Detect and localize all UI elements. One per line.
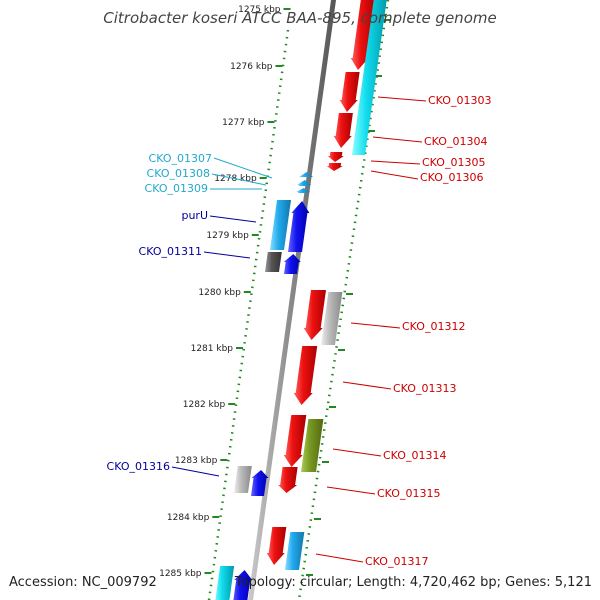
gene-arrow-cko-01316 [234,466,252,493]
accession-text: Accession: NC_009792 [9,575,157,590]
gene-arrow-cko-01308 [297,180,312,186]
gene-leader-line [342,381,392,390]
gene-label-cko_01308: CKO_01308 [147,167,210,180]
backbone-axis [248,0,336,600]
gene-leader-line [350,322,401,329]
gene-arrow-cko-01314 [283,415,307,467]
gene-label-cko_01315: CKO_01315 [377,487,440,500]
gene-arrow-cko-01313 [293,346,318,405]
gene-arrow-cko-01314b [301,419,324,472]
map-title: Citrobacter koseri ATCC BAA-895, complet… [103,9,496,27]
gene-arrow-cko-01316b [251,470,269,496]
kbp-tick-label: 1281 kbp [191,344,234,354]
gene-label-cko_01303: CKO_01303 [428,94,491,107]
gene-leader-line [370,170,419,180]
kbp-tick-label: 1280 kbp [198,288,241,298]
gene-leader-line [377,96,427,102]
gene-leader-line [209,215,257,223]
gene-label-cko_01312: CKO_01312 [402,320,465,333]
gene-arrow-cko-01304 [333,113,353,148]
gene-leader-line [372,136,423,143]
feature-group [215,0,387,600]
gene-arrow-cko-01303 [350,0,375,70]
gene-leader-line [171,466,220,477]
gene-leader-line [213,157,273,179]
gene-leader-line [332,448,382,457]
label-group: CKO_01307 CKO_01308 CKO_01309 purU CKO_01311… [107,94,492,568]
tick-guide-line [207,29,290,600]
kbp-tick-label: 1283 kbp [175,456,218,466]
summary-text: Topology: circular; Length: 4,720,462 bp… [234,575,592,590]
kbp-tick-label: 1282 kbp [183,400,226,410]
gene-arrow-cyan-bottom [215,566,235,600]
gene-arrow-cko-01317 [266,527,287,565]
gene-arrow-cko-01312 [303,290,326,340]
gene-arrow-cko-01311 [265,252,282,272]
gene-leader-line [211,173,267,186]
gene-arrow-cko-01309 [296,188,311,193]
feature-guide-line [297,0,390,600]
gene-arrow-cko-01311b [283,254,301,274]
gene-label-cko_01316: CKO_01316 [107,460,170,473]
kbp-tick-label: 1279 kbp [206,231,249,241]
gene-arrow-cko-01305 [327,152,344,162]
gene-arrow-cko-01303b [339,72,360,112]
kbp-tick-label: 1284 kbp [167,513,210,523]
gene-arrow-blue-bottom [233,570,253,600]
leader-group [171,96,427,563]
gene-label-cko_01313: CKO_01313 [393,382,456,395]
gene-label-cko_01304: CKO_01304 [424,135,487,148]
gene-label-cko_01305: CKO_01305 [422,156,485,169]
gene-label-cko_01311: CKO_01311 [139,245,202,258]
gene-arrow-cko-01307 [299,172,313,177]
gene-label-cko_01309: CKO_01309 [145,182,208,195]
gene-arrow-cyan-top [352,0,387,155]
gene-leader-line [315,553,364,563]
gene-leader-line [370,160,421,165]
gene-arrow-cko-01315 [278,467,298,493]
gene-arrow-purU-b [288,201,310,252]
gene-arrow-cko-01312b [321,292,343,345]
gene-label-cko_01314: CKO_01314 [383,449,446,462]
gene-label-cko_01317: CKO_01317 [365,555,428,568]
gene-label-puru: purU [181,209,208,222]
kbp-tick-label: 1275 kbp [238,5,281,15]
gene-leader-line [203,251,251,259]
gene-arrow-cko-01306 [326,163,343,171]
gene-arrow-cko-01317b [285,532,305,570]
gene-label-cko_01306: CKO_01306 [420,171,483,184]
kbp-tick-label: 1285 kbp [159,569,202,579]
kbp-tick-label: 1277 kbp [222,118,265,128]
gene-leader-line [326,486,376,495]
gene-label-cko_01307: CKO_01307 [149,152,212,165]
gene-arrow-purU [270,200,291,250]
kbp-tick-label: 1276 kbp [230,62,273,72]
